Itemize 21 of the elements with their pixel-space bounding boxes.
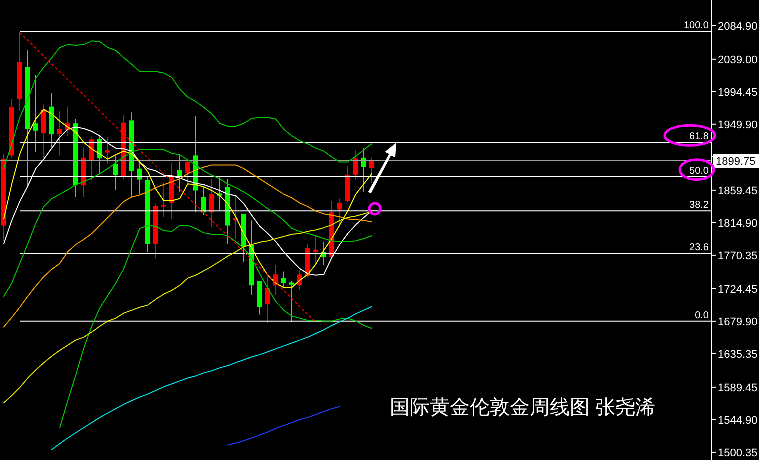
y-tick-label: 1544.90 [718, 414, 758, 427]
y-tick-label: 1994.45 [718, 86, 758, 99]
y-tick-label: 1635.35 [718, 348, 758, 361]
y-tick-label: 1949.90 [718, 119, 758, 132]
y-tick-label: 1814.90 [718, 218, 758, 230]
y-tick-label: 1724.45 [718, 284, 758, 296]
y-tick-label: 1859.45 [718, 185, 758, 198]
y-tick-label: 1770.35 [718, 250, 758, 262]
text: 国际黄金伦敦金周线图 张尧浠 [390, 397, 656, 419]
y-tick-label: 2039.00 [718, 54, 758, 66]
annotation: 23.6 [690, 242, 710, 254]
annotation: 38.2 [690, 200, 710, 212]
annotation: 0.0 [695, 310, 710, 322]
y-tick-label: 1589.45 [718, 382, 758, 394]
annotation: 50.0 [690, 166, 710, 177]
y-tick-label: 1679.90 [718, 316, 758, 328]
y-tick-label: 2084.90 [718, 20, 758, 33]
annotation: 100.0 [684, 20, 710, 32]
annotation: 61.8 [690, 132, 710, 143]
ref-line-label: 1899.75 [716, 156, 756, 168]
y-tick-label: 1500.35 [718, 447, 758, 460]
